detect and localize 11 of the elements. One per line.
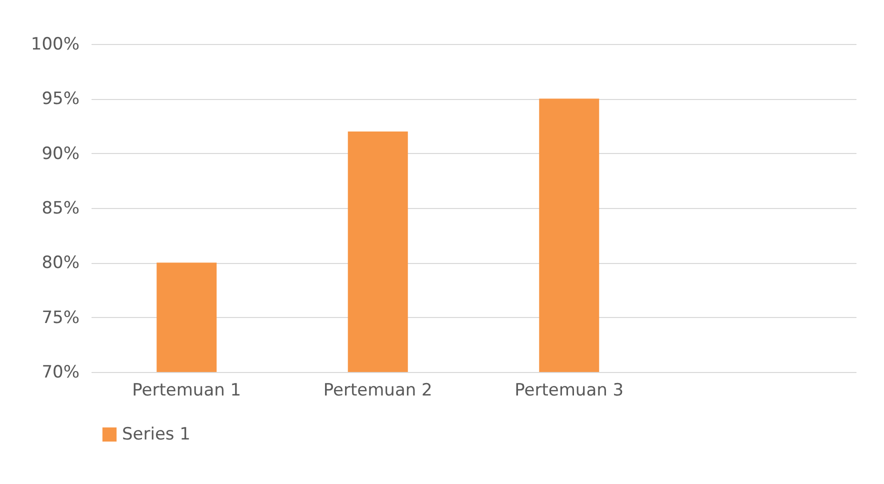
x-tick-label: Pertemuan 1	[132, 380, 242, 400]
y-tick-label: 95%	[42, 89, 80, 110]
y-tick-label: 80%	[42, 253, 80, 274]
x-tick-label: Pertemuan 3	[514, 380, 624, 400]
legend-label: Series 1	[122, 424, 190, 444]
y-tick-label: 70%	[42, 362, 80, 382]
y-tick-label: 100%	[30, 34, 80, 54]
y-tick-label: 85%	[42, 198, 80, 218]
y-tick-label: 75%	[42, 308, 80, 328]
y-tick-label: 90%	[42, 144, 80, 164]
x-tick-label: Pertemuan 2	[323, 380, 432, 400]
